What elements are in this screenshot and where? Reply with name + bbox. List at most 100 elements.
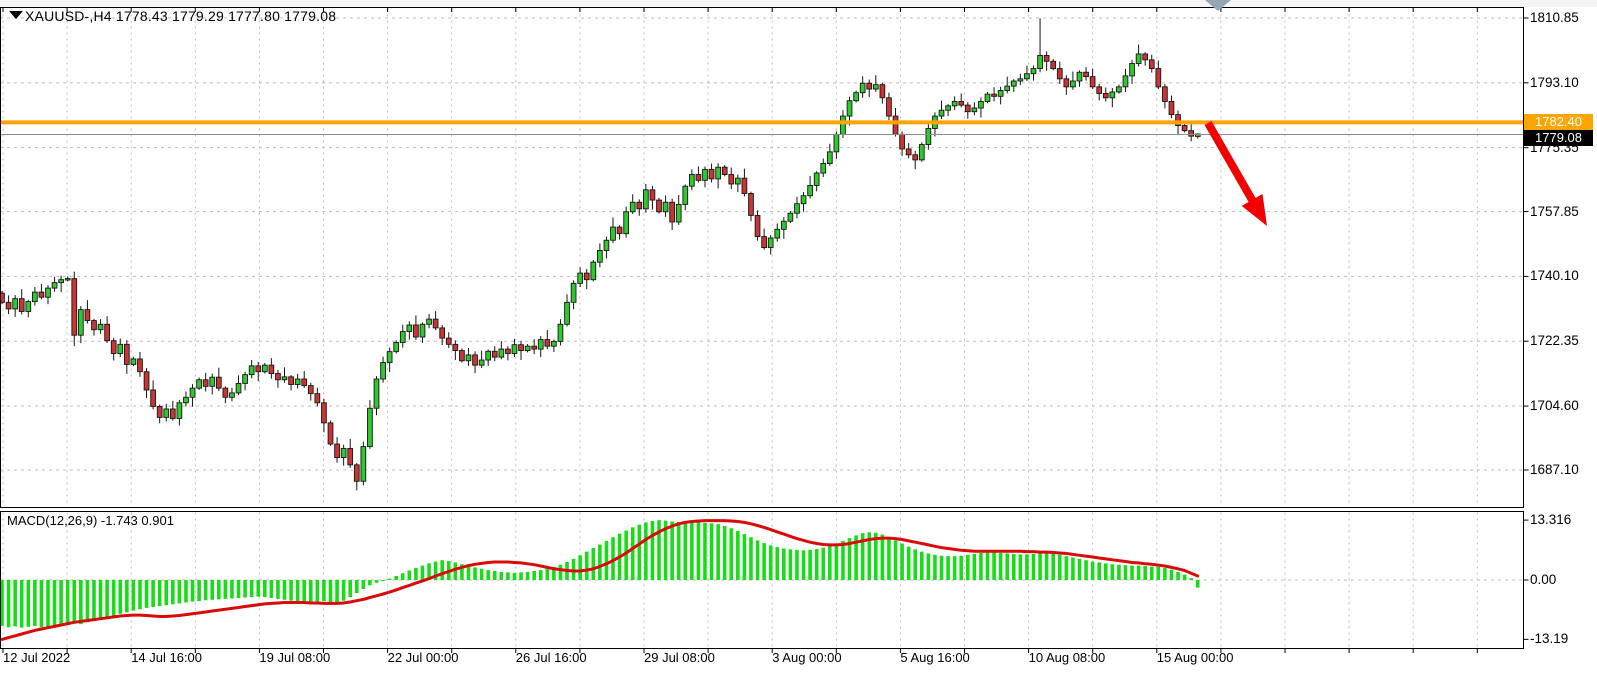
- macd-bar: [1025, 554, 1029, 580]
- macd-bar: [308, 580, 313, 604]
- macd-bar: [657, 520, 661, 580]
- candle-bull: [774, 223, 781, 242]
- candle-body: [209, 376, 216, 387]
- candle-bull: [465, 347, 472, 366]
- candle-bull: [419, 322, 426, 343]
- macd-bar: [479, 568, 484, 580]
- candle-bear: [748, 191, 754, 222]
- candle-bull: [229, 387, 235, 402]
- candle-body: [846, 100, 853, 117]
- candle-body: [268, 364, 275, 375]
- time-axis[interactable]: [0, 648, 1523, 669]
- price-axis-label: 1704.60: [1530, 398, 1579, 414]
- candle-body: [728, 174, 735, 185]
- candle-body: [45, 287, 51, 298]
- candle-bull: [800, 192, 807, 212]
- candle-bull: [971, 102, 978, 116]
- candle-body: [163, 408, 170, 418]
- chart-shift-marker-icon[interactable]: [1205, 0, 1231, 11]
- candle-body: [215, 376, 222, 389]
- macd-bar: [302, 580, 307, 603]
- candle-body: [610, 226, 616, 241]
- candle-bull: [820, 158, 827, 178]
- macd-bar: [696, 522, 701, 580]
- candle-bull: [189, 384, 196, 407]
- chart-title-ohlc: XAUUSD-,H4 1778.43 1779.29 1777.80 1779.…: [25, 8, 337, 24]
- candle-body: [169, 408, 176, 419]
- candle-body: [544, 339, 551, 347]
- macd-bar: [263, 580, 267, 598]
- candle-bear: [1142, 52, 1149, 66]
- macd-bar: [604, 540, 609, 580]
- candle-body: [255, 365, 262, 373]
- symbol-dropdown-icon[interactable]: [9, 11, 23, 19]
- candle-body: [110, 340, 117, 354]
- candle-body: [938, 109, 945, 117]
- macd-indicator-pane[interactable]: [0, 511, 1523, 648]
- candle-body: [32, 291, 38, 303]
- main-chart-pane[interactable]: [0, 7, 1523, 508]
- macd-bar: [906, 546, 911, 580]
- candle-bull: [130, 356, 137, 367]
- macd-bar: [900, 543, 904, 580]
- candle-body: [616, 226, 623, 235]
- candlestick-series: [0, 18, 1201, 491]
- candle-bear: [150, 380, 156, 410]
- candle-bull: [597, 243, 603, 268]
- macd-bar: [223, 580, 228, 599]
- macd-bar: [420, 565, 425, 580]
- macd-bar: [236, 580, 241, 598]
- candle-body: [1024, 73, 1030, 80]
- candle-bull: [1037, 18, 1043, 73]
- macd-bar: [808, 549, 812, 580]
- price-axis[interactable]: [1523, 7, 1597, 648]
- macd-bar: [118, 580, 123, 614]
- candle-bull: [643, 183, 649, 213]
- macd-bar: [644, 522, 648, 580]
- macd-bar: [341, 580, 346, 601]
- candle-bear: [137, 352, 143, 377]
- candle-bear: [439, 324, 446, 346]
- candle-bull: [51, 276, 58, 292]
- candle-body: [0, 292, 5, 303]
- candle-body: [459, 350, 465, 362]
- macd-bar: [933, 554, 937, 580]
- macd-bar: [243, 580, 247, 598]
- candle-bear: [964, 102, 971, 119]
- macd-bar: [230, 580, 234, 599]
- macd-bar: [1117, 564, 1121, 580]
- candle-bear: [754, 210, 761, 241]
- macd-bar: [788, 549, 793, 580]
- candle-body: [872, 84, 879, 90]
- candle-bear: [307, 382, 314, 401]
- candle-body: [577, 272, 584, 284]
- macd-axis-label: 13.316: [1530, 512, 1572, 528]
- candle-body: [242, 374, 248, 384]
- candle-body: [518, 344, 524, 351]
- candle-bear: [866, 79, 873, 98]
- candle-body: [399, 331, 406, 343]
- candle-bull: [734, 174, 741, 193]
- candle-bull: [675, 194, 682, 225]
- candle-bull: [564, 294, 570, 327]
- candle-body: [1142, 53, 1149, 61]
- candle-body: [445, 337, 452, 345]
- candle-bull: [340, 444, 347, 466]
- candle-body: [1162, 86, 1168, 102]
- candle-bear: [314, 387, 321, 407]
- macd-bar: [998, 553, 1003, 580]
- macd-bar: [59, 580, 63, 626]
- time-axis-label: 12 Jul 2022: [3, 650, 71, 665]
- price-axis-label: 1757.85: [1530, 203, 1579, 219]
- trend-arrow-annotation[interactable]: [1204, 121, 1267, 226]
- candle-body: [386, 351, 393, 364]
- time-axis-label: 26 Jul 16:00: [515, 650, 587, 665]
- macd-bar: [328, 580, 333, 603]
- candle-bear: [104, 316, 110, 343]
- candle-bull: [373, 376, 380, 416]
- macd-bar: [0, 580, 4, 626]
- candle-bull: [918, 142, 925, 162]
- candle-bear: [656, 197, 662, 214]
- candle-bear: [695, 166, 702, 183]
